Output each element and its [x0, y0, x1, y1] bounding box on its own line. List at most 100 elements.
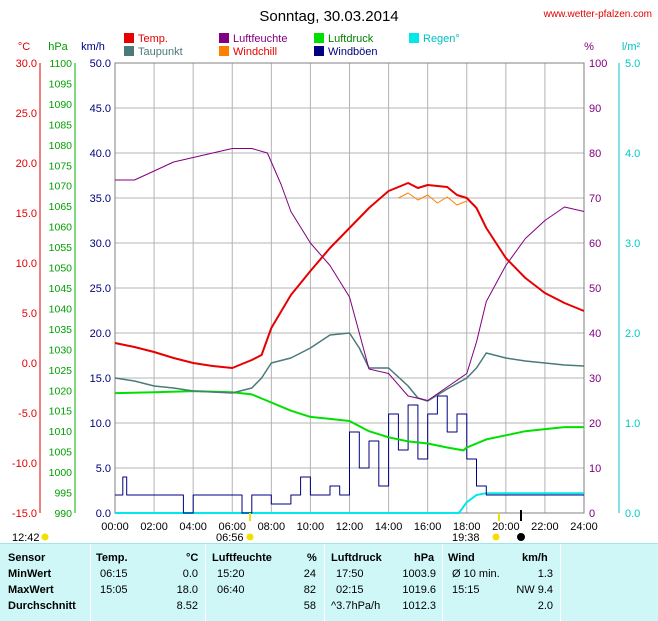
legend-swatch-windchill [219, 46, 229, 56]
cell-pressure-time: 17:50 [336, 568, 364, 580]
tick-label-temp: 5.0 [22, 308, 37, 320]
legend-swatch-temp [124, 33, 134, 43]
table-row: MinWert 06:15 0.0 15:20 24 17:50 1003.9 … [0, 568, 658, 584]
table-header-pressure-unit: hPa [414, 552, 435, 564]
tick-label-rain: 0.0 [625, 508, 640, 520]
tick-label-kmh: 30.0 [90, 238, 111, 250]
tick-label-pct: 100 [589, 58, 607, 70]
chart-title: Sonntag, 30.03.2014 [259, 8, 398, 25]
tick-label-temp: -10.0 [12, 458, 37, 470]
tick-label-rain: 5.0 [625, 58, 640, 70]
sunrise-label: 06:56 [216, 532, 244, 544]
legend-swatch-pressure [314, 33, 324, 43]
cell-temp-value: 0.0 [182, 568, 198, 580]
tick-label-hpa: 995 [54, 488, 72, 500]
tick-label-time: 18:00 [453, 521, 481, 533]
tick-label-hpa: 1045 [49, 283, 73, 295]
weather-chart: Sonntag, 30.03.2014 www.wetter-pfalzen.c… [11, 8, 652, 544]
tick-label-temp: -5.0 [18, 408, 37, 420]
cell-humidity-time: 06:40 [217, 584, 245, 596]
sunrise-icon [246, 533, 254, 541]
tick-label-hpa: 1055 [49, 242, 73, 254]
cell-wind-value: 1.3 [537, 568, 553, 580]
tick-label-hpa: 1095 [49, 78, 73, 90]
sunrise-left-label: 12:42 [12, 532, 40, 544]
tick-label-kmh: 35.0 [90, 193, 111, 205]
tick-label-hpa: 1065 [49, 201, 73, 213]
cell-wind-value: 2.0 [537, 600, 553, 612]
cell-wind-value: NW 9.4 [516, 584, 553, 596]
tick-label-pct: 50 [589, 283, 601, 295]
tick-label-time: 16:00 [414, 521, 442, 533]
table-header-temp: Temp. [96, 552, 128, 564]
tick-label-hpa: 1075 [49, 160, 73, 172]
tick-label-time: 24:00 [570, 521, 598, 533]
tick-label-kmh: 45.0 [90, 103, 111, 115]
table-header-humidity: Luftfeuchte [212, 552, 272, 564]
tick-label-hpa: 1050 [49, 263, 73, 275]
tick-label-temp: -15.0 [12, 508, 37, 520]
series-line [398, 192, 467, 206]
series-line [115, 395, 584, 514]
sun-markers: 12:42 06:56 19:38 [12, 510, 525, 544]
series-line [114, 182, 585, 369]
tick-label-hpa: 1085 [49, 119, 73, 131]
legend-label-gusts: Windböen [328, 46, 378, 58]
series-layer [114, 148, 585, 514]
tick-label-pct: 60 [589, 238, 601, 250]
cell-temp-time: 15:05 [100, 584, 128, 596]
cell-wind-time: Ø 10 min. [452, 568, 500, 580]
tick-label-hpa: 1025 [49, 365, 73, 377]
tick-label-rain: 1.0 [625, 418, 640, 430]
cell-temp-value: 8.52 [176, 600, 198, 612]
tick-label-kmh: 0.0 [96, 508, 111, 520]
table-header-wind: Wind [448, 552, 475, 564]
tick-label-time: 02:00 [140, 521, 168, 533]
sunset-icon [492, 533, 500, 541]
unit-kmh: km/h [81, 41, 105, 53]
table-row: MaxWert 15:05 18.0 06:40 82 02:15 1019.6… [0, 584, 658, 600]
cell-humidity-time: 15:20 [217, 568, 245, 580]
tick-label-temp: 30.0 [16, 58, 37, 70]
table-row: Durchschnitt 8.52 58 ^3.7hPa/h 1012.3 2.… [0, 600, 658, 616]
tick-label-hpa: 1040 [49, 303, 73, 315]
row-label-max: MaxWert [8, 584, 54, 596]
tick-label-hpa: 1015 [49, 406, 73, 418]
legend-swatch-dewpoint [124, 46, 134, 56]
row-label-min: MinWert [8, 568, 52, 580]
cell-pressure-value: 1003.9 [402, 568, 436, 580]
tick-label-temp: 25.0 [16, 108, 37, 120]
tick-label-pct: 0 [589, 508, 595, 520]
cell-temp-value: 18.0 [176, 584, 198, 596]
series-line [115, 148, 585, 401]
tick-label-temp: 15.0 [16, 208, 37, 220]
table-header-wind-unit: km/h [522, 552, 548, 564]
tick-label-time: 12:00 [336, 521, 364, 533]
tick-label-time: 00:00 [101, 521, 129, 533]
cell-pressure-value: 1012.3 [402, 600, 436, 612]
series-line [114, 390, 584, 452]
tick-label-hpa: 1030 [49, 344, 73, 356]
tick-label-hpa: 1090 [49, 99, 73, 111]
legend-label-windchill: Windchill [233, 46, 277, 58]
legend: Temp. Taupunkt Luftfeuchte Windchill Luf… [124, 33, 460, 58]
series-line [115, 492, 584, 514]
site-link[interactable]: www.wetter-pfalzen.com [543, 9, 652, 20]
legend-label-rain: Regen° [423, 33, 460, 45]
legend-label-pressure: Luftdruck [328, 33, 374, 45]
tick-label-pct: 80 [589, 148, 601, 160]
table-header-pressure: Luftdruck [331, 552, 382, 564]
tick-label-kmh: 5.0 [96, 463, 111, 475]
sun-icon [41, 533, 49, 541]
cell-pressure-value: 1019.6 [402, 584, 436, 596]
unit-pct: % [584, 41, 594, 53]
table-header-row: Sensor Temp. °C Luftfeuchte % Luftdruck … [0, 552, 658, 568]
tick-label-pct: 40 [589, 328, 601, 340]
tick-label-rain: 3.0 [625, 238, 640, 250]
sunset-label: 19:38 [452, 532, 480, 544]
row-label-avg: Durchschnitt [8, 600, 76, 612]
table-header-temp-unit: °C [186, 552, 199, 564]
tick-label-kmh: 15.0 [90, 373, 111, 385]
tick-label-time: 20:00 [492, 521, 520, 533]
tick-label-hpa: 1080 [49, 140, 73, 152]
